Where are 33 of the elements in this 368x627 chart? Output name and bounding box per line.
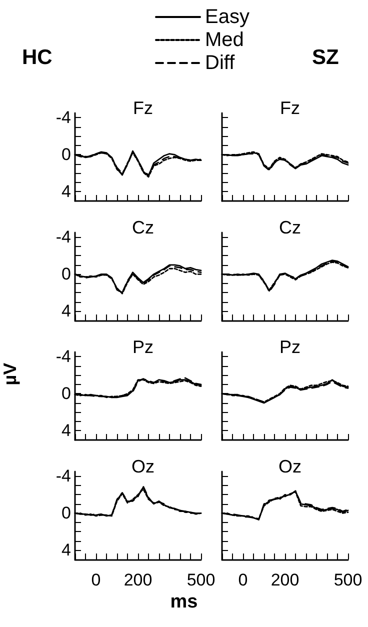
- y-tick-label: 0: [62, 504, 71, 523]
- chart-title: Oz: [131, 456, 155, 476]
- chart-title: Pz: [279, 337, 301, 357]
- x-axis-title: ms: [170, 592, 198, 612]
- chart-title: Fz: [133, 98, 153, 118]
- text: SZ: [312, 46, 340, 69]
- y-tick-label: -4: [56, 108, 71, 128]
- y-tick-label: 4: [62, 421, 71, 440]
- y-tick-label: -4: [56, 466, 71, 486]
- chart-title: Cz: [132, 218, 154, 238]
- y-tick-label: 0: [62, 384, 71, 404]
- legend-label: Easy: [205, 6, 250, 28]
- legend-label: Med: [205, 29, 244, 51]
- y-tick-label: 4: [62, 182, 71, 202]
- y-tick-label: 0: [62, 264, 71, 284]
- y-tick-label: -4: [56, 347, 71, 366]
- x-tick-label: 0: [91, 570, 101, 590]
- y-axis-title: µV: [0, 362, 20, 386]
- chart-title: Cz: [279, 218, 301, 238]
- text: HC: [22, 46, 52, 69]
- chart-title: Pz: [132, 337, 154, 357]
- y-tick-label: -4: [56, 228, 71, 247]
- x-tick-label: 0: [238, 570, 248, 590]
- chart-title: Oz: [278, 456, 302, 476]
- y-tick-label: 0: [62, 145, 71, 164]
- y-tick-label: 4: [62, 540, 71, 560]
- y-tick-label: 4: [62, 302, 71, 321]
- x-tick-label: 200: [270, 570, 300, 590]
- x-tick-label: 200: [124, 570, 152, 590]
- legend-label: Diff: [205, 52, 236, 74]
- x-tick-label: 500: [334, 570, 362, 590]
- chart-title: Fz: [280, 98, 300, 118]
- x-tick-label: 500: [186, 570, 216, 590]
